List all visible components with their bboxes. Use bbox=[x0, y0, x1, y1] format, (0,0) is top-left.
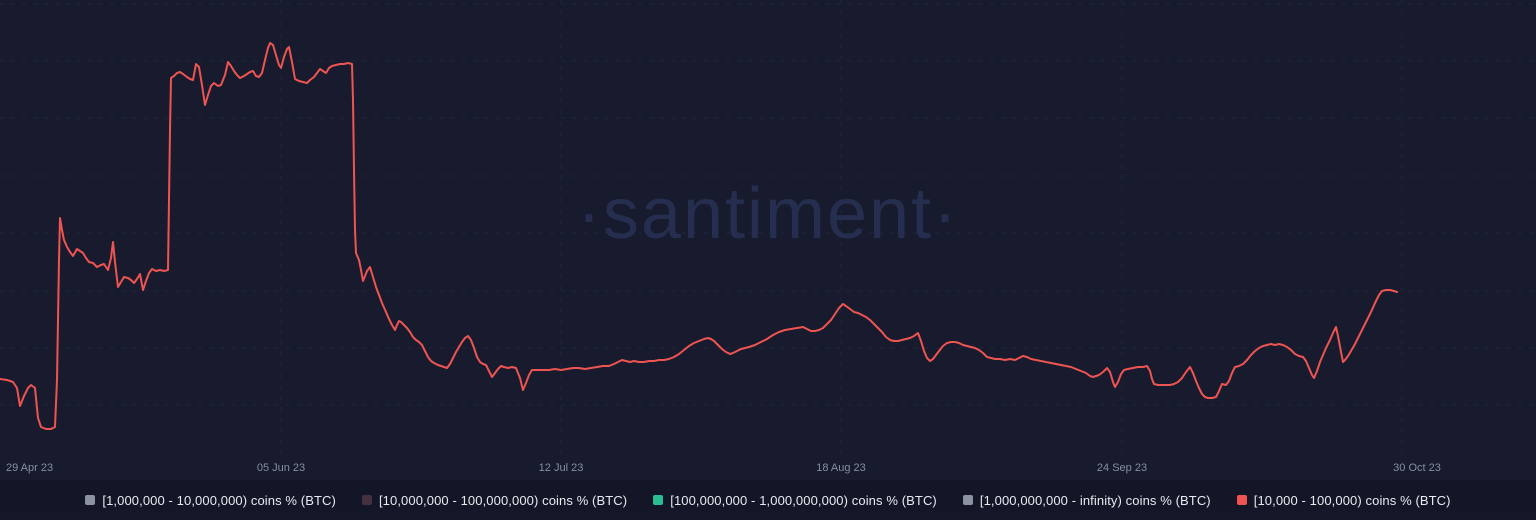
x-axis-label: 29 Apr 23 bbox=[6, 462, 54, 474]
legend-label: [100,000,000 - 1,000,000,000) coins % (B… bbox=[670, 492, 937, 508]
x-axis: 29 Apr 23 05 Jun 23 12 Jul 23 18 Aug 23 24 S… bbox=[0, 460, 1536, 478]
legend-label: [10,000,000 - 100,000,000) coins % (BTC) bbox=[378, 492, 628, 508]
legend-item-3[interactable]: [100,000,000 - 1,000,000,000) coins % (B… bbox=[653, 493, 937, 508]
legend-marker-icon bbox=[85, 495, 96, 505]
legend-label: [10,000 - 100,000) coins % (BTC) bbox=[1253, 492, 1451, 508]
legend-marker-icon bbox=[1236, 495, 1247, 505]
legend-item-1[interactable]: [1,000,000 - 10,000,000) coins % (BTC) bbox=[85, 493, 336, 508]
legend-marker-icon bbox=[361, 495, 372, 505]
legend-item-4[interactable]: [1,000,000,000 - infinity) coins % (BTC) bbox=[962, 492, 1211, 508]
legend-item-5[interactable]: [10,000 - 100,000) coins % (BTC) bbox=[1236, 492, 1451, 508]
x-axis-label: 12 Jul 23 bbox=[538, 462, 584, 474]
legend-marker-icon bbox=[653, 495, 664, 505]
legend-marker-icon bbox=[962, 495, 973, 505]
line-chart-canvas[interactable] bbox=[0, 0, 1536, 455]
legend-label: [1,000,000 - 10,000,000) coins % (BTC) bbox=[102, 492, 336, 508]
legend-item-2[interactable]: [10,000,000 - 100,000,000) coins % (BTC) bbox=[361, 492, 628, 508]
legend-label: [1,000,000,000 - infinity) coins % (BTC) bbox=[979, 492, 1211, 508]
legend-bar: [1,000,000 - 10,000,000) coins % (BTC) [1… bbox=[0, 480, 1536, 520]
x-axis-label: 05 Jun 23 bbox=[256, 462, 306, 474]
legend: [1,000,000 - 10,000,000) coins % (BTC) [1… bbox=[85, 492, 1451, 508]
series-line bbox=[0, 42, 1398, 430]
x-axis-label: 30 Oct 23 bbox=[1393, 462, 1441, 474]
x-axis-label: 24 Sep 23 bbox=[1096, 462, 1148, 474]
x-axis-label: 18 Aug 23 bbox=[816, 462, 866, 474]
